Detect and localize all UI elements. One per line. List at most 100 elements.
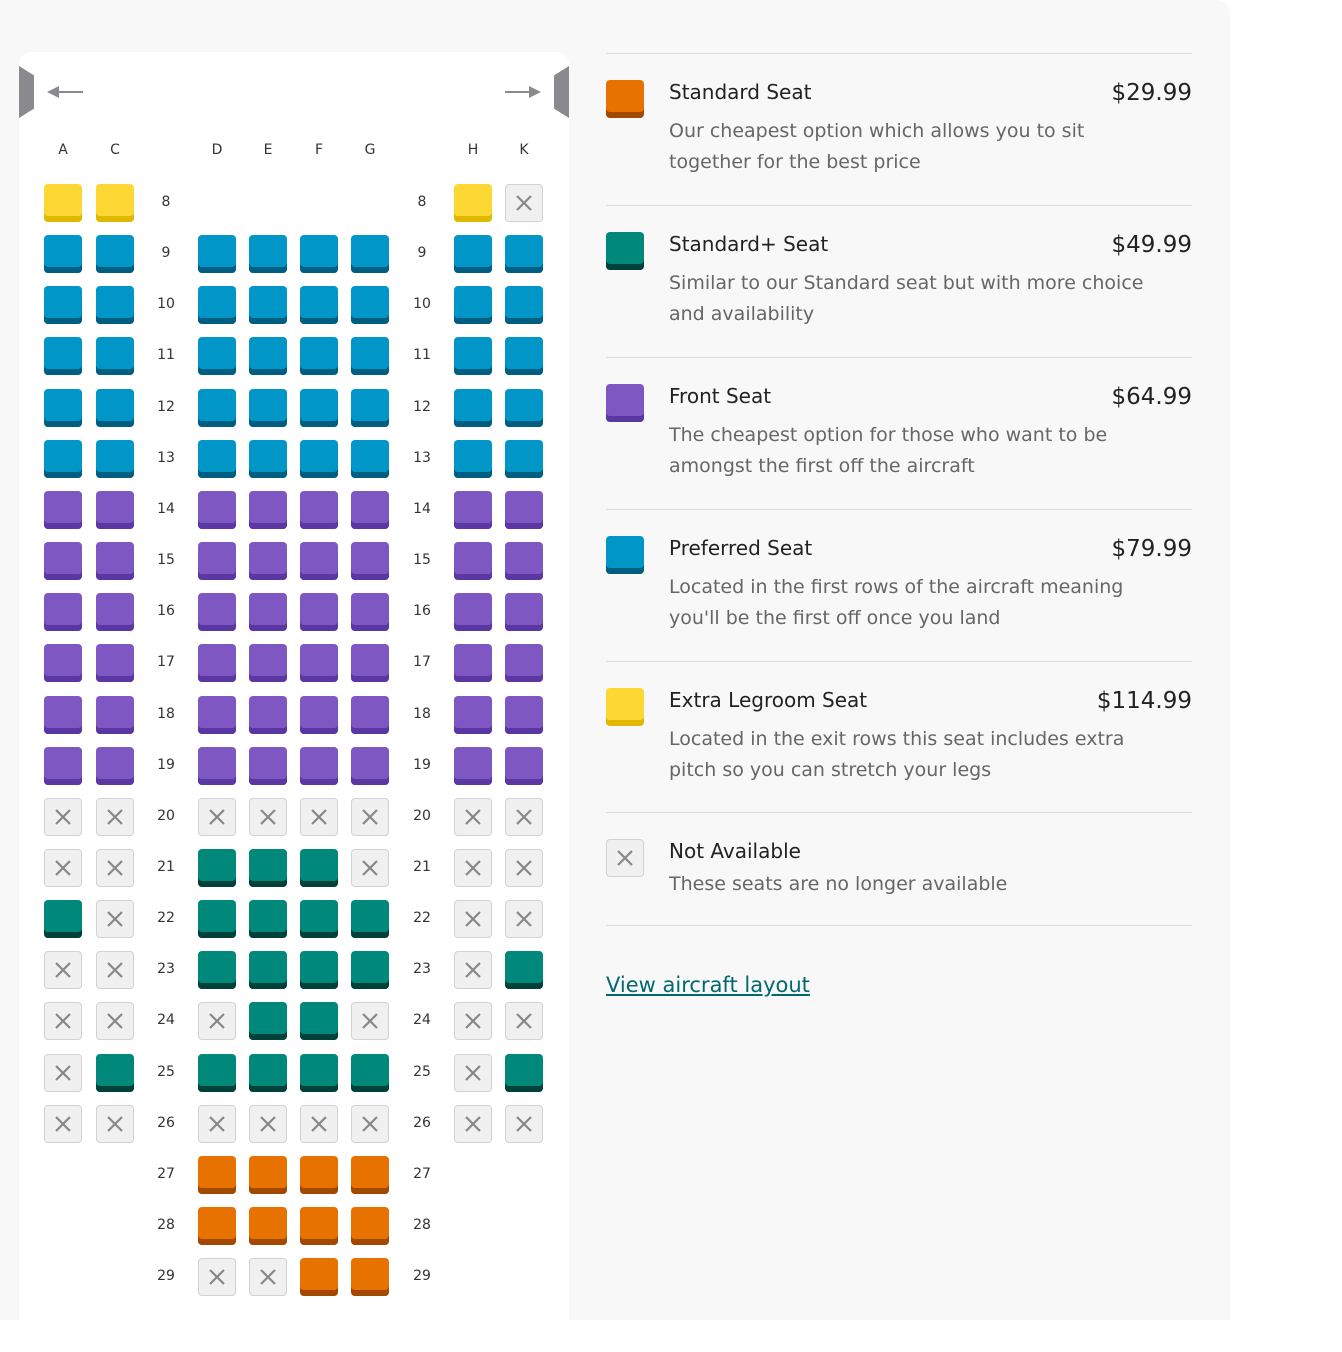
seat-13A[interactable]: [44, 439, 82, 478]
seat-12E[interactable]: [249, 388, 287, 427]
seat-16D[interactable]: [198, 593, 236, 632]
seat-16K[interactable]: [505, 593, 543, 632]
seat-18K[interactable]: [505, 695, 543, 734]
seat-12A[interactable]: [44, 388, 82, 427]
seat-22F[interactable]: [300, 900, 338, 939]
seat-10G[interactable]: [351, 286, 389, 325]
seat-18A[interactable]: [44, 695, 82, 734]
seat-16A[interactable]: [44, 593, 82, 632]
seat-19F[interactable]: [300, 746, 338, 785]
seat-18E[interactable]: [249, 695, 287, 734]
seat-29G[interactable]: [351, 1258, 389, 1297]
seat-10H[interactable]: [454, 286, 492, 325]
seat-13K[interactable]: [505, 439, 543, 478]
seat-16E[interactable]: [249, 593, 287, 632]
seat-14C[interactable]: [96, 490, 134, 529]
seat-15C[interactable]: [96, 542, 134, 581]
seat-25D[interactable]: [198, 1053, 236, 1092]
seat-24F[interactable]: [300, 1002, 338, 1041]
seat-27F[interactable]: [300, 1155, 338, 1194]
seat-15H[interactable]: [454, 542, 492, 581]
seat-16F[interactable]: [300, 593, 338, 632]
seat-18G[interactable]: [351, 695, 389, 734]
seat-12F[interactable]: [300, 388, 338, 427]
seat-25C[interactable]: [96, 1053, 134, 1092]
seat-9E[interactable]: [249, 235, 287, 274]
seat-17H[interactable]: [454, 644, 492, 683]
seat-16H[interactable]: [454, 593, 492, 632]
seat-11F[interactable]: [300, 337, 338, 376]
seat-18H[interactable]: [454, 695, 492, 734]
seat-13F[interactable]: [300, 439, 338, 478]
seat-17G[interactable]: [351, 644, 389, 683]
seat-29F[interactable]: [300, 1258, 338, 1297]
seat-19D[interactable]: [198, 746, 236, 785]
seat-28F[interactable]: [300, 1207, 338, 1245]
seat-10F[interactable]: [300, 286, 338, 325]
seat-16C[interactable]: [96, 593, 134, 632]
seat-14K[interactable]: [505, 490, 543, 529]
seat-8C[interactable]: [96, 184, 134, 222]
seat-18F[interactable]: [300, 695, 338, 734]
seat-13H[interactable]: [454, 439, 492, 478]
seat-22A[interactable]: [44, 900, 82, 939]
seat-14E[interactable]: [249, 490, 287, 529]
seat-11H[interactable]: [454, 337, 492, 376]
seat-9K[interactable]: [505, 235, 543, 274]
seat-12D[interactable]: [198, 388, 236, 427]
seat-28E[interactable]: [249, 1207, 287, 1245]
seat-15A[interactable]: [44, 542, 82, 581]
seat-28D[interactable]: [198, 1207, 236, 1245]
seat-11E[interactable]: [249, 337, 287, 376]
seat-25F[interactable]: [300, 1053, 338, 1092]
seat-19H[interactable]: [454, 746, 492, 785]
seat-14D[interactable]: [198, 490, 236, 529]
seat-25E[interactable]: [249, 1053, 287, 1092]
seat-22E[interactable]: [249, 900, 287, 939]
seat-12G[interactable]: [351, 388, 389, 427]
seat-14H[interactable]: [454, 490, 492, 529]
seat-25K[interactable]: [505, 1053, 543, 1092]
seat-23E[interactable]: [249, 951, 287, 990]
seat-9F[interactable]: [300, 235, 338, 274]
seat-10K[interactable]: [505, 286, 543, 325]
seat-15F[interactable]: [300, 542, 338, 581]
seat-9G[interactable]: [351, 235, 389, 274]
seat-15D[interactable]: [198, 542, 236, 581]
seat-16G[interactable]: [351, 593, 389, 632]
seat-17F[interactable]: [300, 644, 338, 683]
seat-19E[interactable]: [249, 746, 287, 785]
seat-17C[interactable]: [96, 644, 134, 683]
seat-11G[interactable]: [351, 337, 389, 376]
seat-12K[interactable]: [505, 388, 543, 427]
seat-23K[interactable]: [505, 951, 543, 990]
seat-10A[interactable]: [44, 286, 82, 325]
seat-19C[interactable]: [96, 746, 134, 785]
seat-23F[interactable]: [300, 951, 338, 990]
seat-9D[interactable]: [198, 235, 236, 274]
seat-11C[interactable]: [96, 337, 134, 376]
seat-14G[interactable]: [351, 490, 389, 529]
seat-24E[interactable]: [249, 1002, 287, 1041]
seat-28G[interactable]: [351, 1207, 389, 1245]
seat-10D[interactable]: [198, 286, 236, 325]
seat-18C[interactable]: [96, 695, 134, 734]
seat-13D[interactable]: [198, 439, 236, 478]
seat-21D[interactable]: [198, 848, 236, 887]
seat-25G[interactable]: [351, 1053, 389, 1092]
seat-10C[interactable]: [96, 286, 134, 325]
seat-8H[interactable]: [454, 184, 492, 222]
seat-15E[interactable]: [249, 542, 287, 581]
view-aircraft-layout-link[interactable]: View aircraft layout: [606, 973, 810, 997]
seat-17E[interactable]: [249, 644, 287, 683]
seat-8A[interactable]: [44, 184, 82, 222]
seat-15G[interactable]: [351, 542, 389, 581]
seat-9C[interactable]: [96, 235, 134, 274]
seat-23G[interactable]: [351, 951, 389, 990]
seat-27G[interactable]: [351, 1155, 389, 1194]
seat-12H[interactable]: [454, 388, 492, 427]
seat-18D[interactable]: [198, 695, 236, 734]
seat-13G[interactable]: [351, 439, 389, 478]
seat-21F[interactable]: [300, 848, 338, 887]
seat-19K[interactable]: [505, 746, 543, 785]
